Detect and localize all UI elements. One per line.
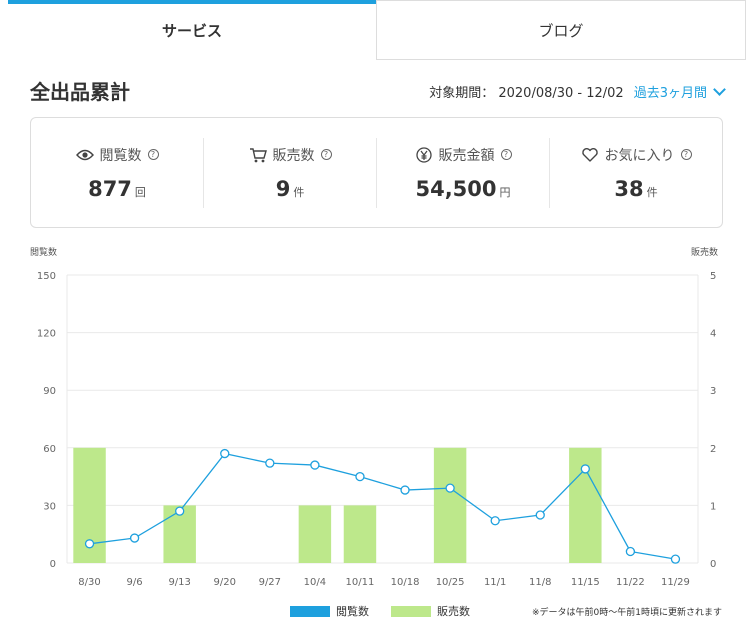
bar-sales bbox=[343, 505, 377, 563]
stat-views-value: 877 bbox=[88, 176, 132, 201]
x-tick-label: 9/27 bbox=[259, 577, 281, 588]
bar-sales bbox=[433, 447, 467, 563]
x-tick-label: 11/8 bbox=[529, 577, 551, 588]
stat-favorites-unit: 件 bbox=[646, 185, 658, 199]
point-views bbox=[84, 539, 95, 549]
x-tick-label: 10/4 bbox=[304, 577, 326, 588]
x-tick-label: 10/11 bbox=[346, 577, 375, 588]
x-tick-label: 11/15 bbox=[571, 577, 600, 588]
point-views bbox=[625, 546, 636, 557]
point-views bbox=[400, 485, 410, 495]
update-note: ※データは午前0時〜午前1時頃に更新されます bbox=[532, 608, 722, 618]
period-filter: 対象期間： 2020/08/30 - 12/02 過去3ヶ月間 bbox=[429, 82, 726, 101]
legend-swatch-views bbox=[290, 605, 330, 617]
stat-views-unit: 回 bbox=[134, 185, 146, 199]
chart: 閲覧数 販売数 0 30 60 90 120 150 0 1 2 3 4 5 8/30 9/6 9/13 9/20… bbox=[0, 240, 746, 630]
yen-icon bbox=[415, 146, 433, 164]
section-title: 全出品累計 bbox=[30, 80, 130, 104]
help-icon[interactable]: ? bbox=[320, 149, 332, 160]
stat-sales-value: 9 bbox=[275, 176, 291, 201]
y-tick-right: 2 bbox=[710, 444, 716, 455]
point-views bbox=[129, 533, 140, 543]
stat-revenue-label: 販売金額 bbox=[438, 147, 495, 164]
y-tick-right: 1 bbox=[710, 501, 716, 512]
chart-legend: 閲覧数 販売数 bbox=[290, 603, 492, 619]
bar-sales bbox=[298, 505, 332, 563]
y-tick-left: 120 bbox=[37, 329, 56, 340]
y-tick-left: 90 bbox=[43, 386, 56, 397]
period-label: 対象期間： 2020/08/30 - 12/02 bbox=[429, 86, 624, 101]
point-views bbox=[265, 458, 275, 468]
stat-favorites-label: お気に入り bbox=[604, 147, 675, 164]
chevron-down-icon bbox=[713, 82, 726, 96]
legend-item-sales[interactable]: 販売数 bbox=[391, 603, 470, 619]
stat-views: 閲覧数 ? 877 回 bbox=[31, 138, 203, 208]
help-icon[interactable]: ? bbox=[680, 149, 692, 160]
x-tick-label: 11/29 bbox=[661, 577, 690, 588]
y-tick-left: 150 bbox=[37, 271, 56, 282]
period-range: 2020/08/30 - 12/02 bbox=[498, 86, 624, 101]
y-axis-title-left: 閲覧数 bbox=[30, 246, 57, 258]
x-tick-label: 10/18 bbox=[391, 577, 420, 588]
stat-favorites-value: 38 bbox=[614, 176, 644, 201]
x-tick-label: 9/20 bbox=[214, 577, 236, 588]
point-views bbox=[490, 516, 500, 526]
chart-svg: 閲覧数 販売数 0 30 60 90 120 150 0 1 2 3 4 5 8/30 9/6 9/13 9/20… bbox=[30, 246, 718, 588]
y-tick-right: 5 bbox=[710, 271, 716, 282]
tab-bar: サービス ブログ bbox=[8, 0, 746, 60]
help-icon[interactable]: ? bbox=[500, 149, 512, 160]
point-views bbox=[580, 464, 590, 474]
y-tick-left: 0 bbox=[50, 559, 56, 570]
y-axis-title-right: 販売数 bbox=[691, 246, 718, 258]
x-tick-label: 9/13 bbox=[168, 577, 190, 588]
y-tick-right: 4 bbox=[710, 329, 716, 340]
legend-label-sales: 販売数 bbox=[437, 605, 470, 618]
stat-revenue: 販売金額 ? 54,500 円 bbox=[376, 137, 549, 208]
point-views bbox=[535, 510, 545, 520]
point-views bbox=[445, 483, 455, 493]
x-tick-label: 11/22 bbox=[616, 577, 645, 588]
point-views bbox=[220, 448, 230, 459]
stat-revenue-unit: 円 bbox=[499, 185, 511, 199]
eye-icon bbox=[75, 146, 94, 164]
y-tick-left: 30 bbox=[43, 501, 56, 512]
line-views bbox=[89, 452, 676, 560]
stat-favorites: お気に入り ? 38 件 bbox=[549, 137, 722, 208]
y-tick-left: 60 bbox=[43, 444, 56, 455]
tab-blog[interactable]: ブログ bbox=[376, 0, 746, 60]
y-tick-right: 0 bbox=[710, 559, 716, 570]
point-views bbox=[355, 471, 365, 482]
stat-revenue-value: 54,500 bbox=[415, 176, 497, 201]
tab-blog-label: ブログ bbox=[538, 21, 584, 40]
x-tick-label: 8/30 bbox=[78, 577, 100, 588]
tab-services[interactable]: サービス bbox=[8, 0, 376, 60]
legend-label-views: 閲覧数 bbox=[336, 605, 369, 618]
period-dropdown[interactable]: 過去3ヶ月間 bbox=[633, 82, 726, 101]
cart-icon bbox=[249, 146, 267, 164]
stat-sales-unit: 件 bbox=[293, 185, 305, 199]
legend-swatch-sales bbox=[391, 605, 431, 617]
legend-item-views[interactable]: 閲覧数 bbox=[290, 603, 369, 619]
stat-views-label: 閲覧数 bbox=[99, 147, 142, 164]
y-tick-right: 3 bbox=[710, 386, 716, 397]
x-tick-label: 9/6 bbox=[127, 577, 143, 588]
stat-sales-label: 販売数 bbox=[272, 147, 315, 164]
x-tick-label: 10/25 bbox=[436, 577, 465, 588]
help-icon[interactable]: ? bbox=[147, 149, 159, 160]
point-views bbox=[310, 460, 320, 470]
heart-icon bbox=[581, 146, 599, 164]
x-tick-label: 11/1 bbox=[484, 577, 506, 588]
tab-services-label: サービス bbox=[161, 21, 222, 40]
point-views bbox=[175, 506, 185, 516]
point-views bbox=[670, 554, 681, 564]
period-dropdown-label: 過去3ヶ月間 bbox=[633, 86, 707, 101]
